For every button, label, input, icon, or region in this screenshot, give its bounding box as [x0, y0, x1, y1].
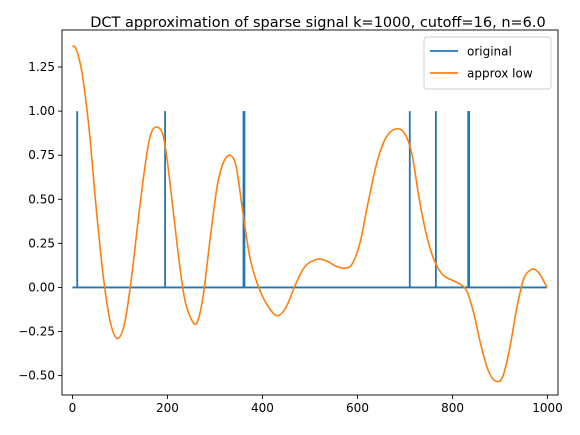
y-tick-label: 0.00: [28, 280, 55, 294]
x-tick-label: 1000: [532, 401, 563, 415]
x-tick-label: 600: [346, 401, 369, 415]
legend-box: [423, 36, 552, 90]
series-group: [71, 45, 548, 383]
x-tick-label: 800: [441, 401, 464, 415]
series-approx-low-line: [71, 45, 548, 383]
y-tick-label: 0.50: [28, 192, 55, 206]
y-tick-label: 0.25: [28, 236, 55, 250]
y-tick-label: −0.25: [18, 325, 55, 339]
x-tick-label: 400: [251, 401, 274, 415]
x-tick-label: 200: [156, 401, 179, 415]
y-tick-label: 1.25: [28, 60, 55, 74]
y-tick-label: 1.00: [28, 104, 55, 118]
y-tick-label: −0.50: [18, 369, 55, 383]
chart-title: DCT approximation of sparse signal k=100…: [90, 15, 546, 31]
legend-label-approx-low: approx low: [467, 67, 533, 81]
axis-ticks: 0 200 400 600 800 1000 −0.50 −0.25 0.00 0.25 0.50 0…: [18, 60, 563, 415]
y-tick-label: 0.75: [28, 148, 55, 162]
axes-frame: [61, 29, 559, 396]
plot-area: [71, 45, 548, 383]
x-tick-label: 0: [69, 401, 77, 415]
legend: original approx low: [423, 36, 552, 90]
legend-label-original: original: [467, 45, 512, 59]
